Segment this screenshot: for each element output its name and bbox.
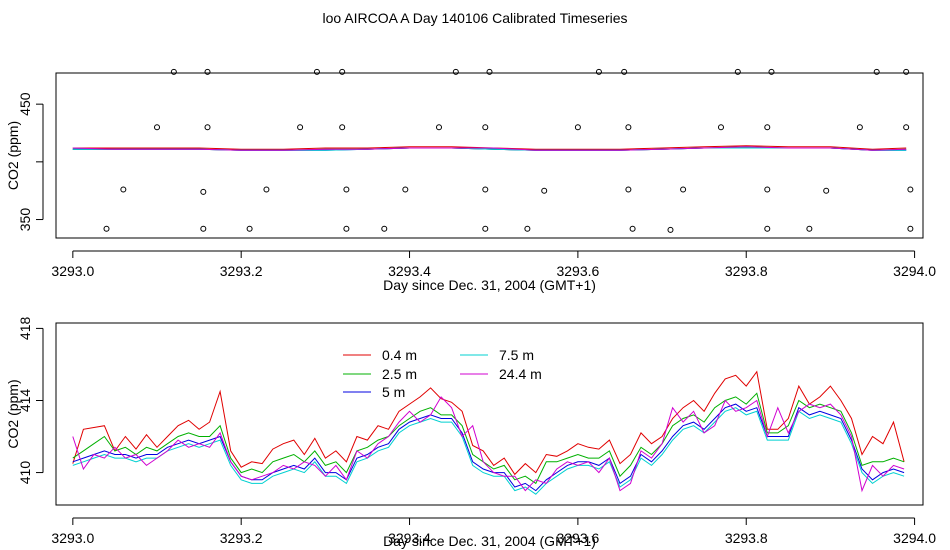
- legend-label: 0.4 m: [382, 347, 417, 363]
- legend-label: 2.5 m: [382, 366, 417, 382]
- series-line-4: [72, 396, 905, 493]
- legend-label: 5 m: [382, 384, 405, 400]
- scatter-point: [764, 124, 771, 131]
- series-line-4: [72, 146, 907, 151]
- scatter-point: [574, 124, 581, 131]
- scatter-point: [200, 188, 207, 195]
- x-tick-label: 3293.6: [556, 530, 599, 546]
- x-axis-label: Day since Dec. 31, 2004 (GMT+1): [383, 533, 596, 549]
- scatter-point: [200, 225, 207, 232]
- x-tick-label: 3293.2: [220, 530, 263, 546]
- scatter-point: [297, 124, 304, 131]
- scatter-point: [402, 186, 409, 193]
- scatter-point: [541, 187, 548, 194]
- scatter-point: [764, 225, 771, 232]
- scatter-point: [625, 186, 632, 193]
- y-tick-label: 414: [17, 389, 33, 413]
- scatter-point: [903, 68, 910, 75]
- scatter-point: [343, 225, 350, 232]
- scatter-point: [170, 68, 177, 75]
- scatter-point: [907, 225, 914, 232]
- y-axis-label: CO2 (ppm): [5, 121, 21, 190]
- x-tick-label: 3293.4: [388, 263, 431, 279]
- x-tick-label: 3293.2: [220, 263, 263, 279]
- x-axis-label: Day since Dec. 31, 2004 (GMT+1): [383, 277, 596, 293]
- scatter-point: [343, 186, 350, 193]
- y-tick-label: 410: [17, 461, 33, 485]
- scatter-point: [768, 68, 775, 75]
- scatter-point: [903, 124, 910, 131]
- scatter-point: [621, 68, 628, 75]
- plot-frame: [55, 72, 924, 239]
- scatter-point: [717, 124, 724, 131]
- legend-label: 7.5 m: [499, 347, 534, 363]
- page-title: loo AIRCOA A Day 140106 Calibrated Times…: [322, 10, 628, 26]
- scatter-point: [103, 225, 110, 232]
- scatter-point: [734, 68, 741, 75]
- plot-frame: [55, 322, 924, 506]
- series-line-2: [72, 403, 905, 492]
- scatter-point: [764, 186, 771, 193]
- scatter-point: [823, 187, 830, 194]
- x-tick-label: 3293.4: [388, 530, 431, 546]
- scatter-point: [204, 68, 211, 75]
- scatter-point: [154, 124, 161, 131]
- x-tick-label: 3293.0: [51, 530, 94, 546]
- scatter-point: [806, 225, 813, 232]
- series-line-1: [72, 392, 905, 485]
- x-tick-label: 3293.8: [725, 263, 768, 279]
- scatter-point: [120, 186, 127, 193]
- scatter-point: [482, 124, 489, 131]
- scatter-point: [482, 225, 489, 232]
- scatter-point: [907, 186, 914, 193]
- y-tick-label: 450: [17, 92, 33, 116]
- scatter-point: [629, 225, 636, 232]
- scatter-point: [452, 68, 459, 75]
- scatter-point: [339, 124, 346, 131]
- x-tick-label: 3294.0: [893, 530, 936, 546]
- scatter-point: [625, 124, 632, 131]
- y-tick-label: 418: [17, 317, 33, 341]
- scatter-point: [313, 68, 320, 75]
- series-line-3: [72, 407, 905, 495]
- scatter-point: [680, 186, 687, 193]
- scatter-point: [381, 225, 388, 232]
- scatter-point: [486, 68, 493, 75]
- x-tick-label: 3293.6: [556, 263, 599, 279]
- scatter-point: [873, 68, 880, 75]
- y-axis-label: CO2 (ppm): [5, 379, 21, 448]
- scatter-point: [595, 68, 602, 75]
- series-line-0: [72, 370, 905, 476]
- scatter-point: [482, 186, 489, 193]
- legend-label: 24.4 m: [499, 366, 542, 382]
- scatter-point: [435, 124, 442, 131]
- scatter-point: [339, 68, 346, 75]
- scatter-point: [524, 225, 531, 232]
- x-tick-label: 3293.8: [725, 530, 768, 546]
- y-tick-label: 350: [17, 208, 33, 232]
- x-tick-label: 3294.0: [893, 263, 936, 279]
- scatter-point: [204, 124, 211, 131]
- scatter-point: [667, 226, 674, 233]
- scatter-point: [246, 225, 253, 232]
- x-tick-label: 3293.0: [51, 263, 94, 279]
- scatter-point: [856, 124, 863, 131]
- scatter-point: [263, 186, 270, 193]
